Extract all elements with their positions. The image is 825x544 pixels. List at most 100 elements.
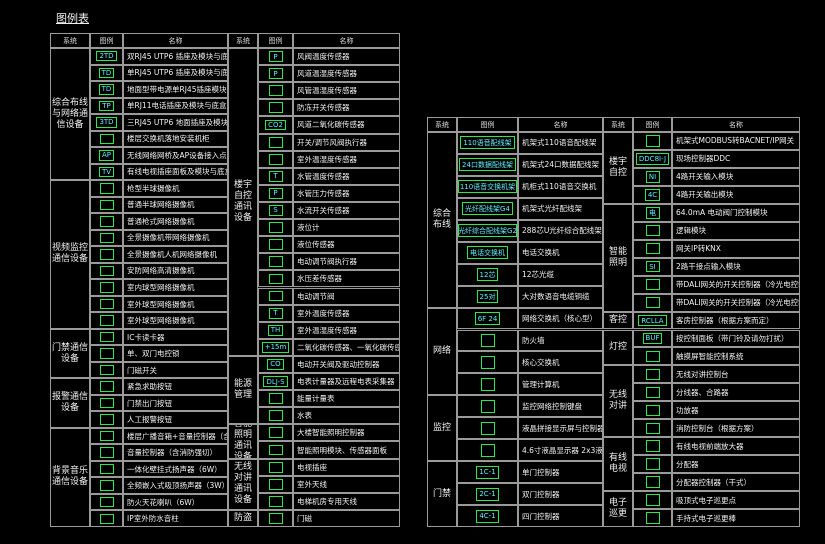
item-name: 水表 bbox=[293, 407, 400, 425]
legend-icon bbox=[268, 256, 283, 268]
legend-icon: T bbox=[268, 307, 283, 319]
legend-cell bbox=[457, 395, 518, 418]
legend-icon bbox=[480, 443, 495, 457]
legend-icon bbox=[645, 422, 660, 434]
system-cell: 门禁通信设备 bbox=[50, 328, 90, 379]
legend-cell bbox=[633, 401, 672, 420]
item-name: 室外天线 bbox=[293, 475, 400, 493]
legend-icon: BUF bbox=[642, 332, 663, 345]
legend-icon bbox=[268, 290, 283, 302]
item-name: 防冻开关传感器 bbox=[293, 99, 400, 117]
legend-cell: T bbox=[258, 304, 293, 322]
legend-icon bbox=[480, 355, 495, 369]
legend-icon bbox=[99, 331, 114, 343]
legend-icon: P bbox=[268, 51, 283, 62]
item-name: 电梯机房专用天线 bbox=[293, 492, 400, 510]
legend-icon: 6F 24 bbox=[474, 312, 501, 326]
item-name: 四门控制器 bbox=[518, 505, 603, 527]
legend-icon: SI bbox=[645, 260, 660, 273]
item-name: 288芯U光纤综合配线架 bbox=[518, 219, 603, 242]
legend-cell bbox=[90, 196, 123, 214]
item-name: 4路开关输出模块 bbox=[672, 185, 800, 204]
legend-cell bbox=[633, 419, 672, 438]
system-cell: 能源管理 bbox=[228, 355, 258, 425]
system-cell: 电子巡更 bbox=[603, 491, 633, 527]
legend-cell bbox=[258, 492, 293, 510]
item-name: 防火天花喇叭（6W） bbox=[123, 493, 228, 511]
legend-icon: 1C-1 bbox=[476, 465, 499, 479]
legend-cell: AP bbox=[90, 147, 123, 164]
legend-icon bbox=[645, 350, 660, 363]
legend-cell bbox=[258, 99, 293, 117]
system-cell: 灯控 bbox=[603, 329, 633, 366]
item-name: 监控网络控制键盘 bbox=[518, 395, 603, 418]
item-name: 水压差传感器 bbox=[293, 270, 400, 288]
legend-cell: BUF bbox=[633, 329, 672, 348]
legend-icon bbox=[268, 461, 283, 473]
legend-cell bbox=[90, 130, 123, 148]
header-cell: 名称 bbox=[518, 117, 603, 132]
legend-icon: RCLLA bbox=[638, 314, 667, 327]
system-cell: 门禁 bbox=[427, 461, 457, 527]
legend-cell bbox=[90, 394, 123, 412]
legend-icon bbox=[645, 368, 660, 381]
legend-cell bbox=[258, 509, 293, 527]
legend-icon bbox=[645, 458, 660, 470]
legend-cell: 2TD bbox=[90, 48, 123, 65]
legend-cell bbox=[633, 437, 672, 456]
item-name: 全频嵌入式吸顶扬声器（3W）（6W） bbox=[123, 477, 228, 494]
item-name: 安防网络高清摄像机 bbox=[123, 262, 228, 280]
legend-cell bbox=[258, 287, 293, 305]
item-name: 二氧化碳传感器、一氧化碳传感器 bbox=[293, 338, 400, 356]
legend-cell bbox=[633, 221, 672, 240]
legend-cell bbox=[258, 236, 293, 254]
header-cell: 系统 bbox=[228, 33, 258, 48]
item-name: 4.6寸液晶显示器 2x3液晶显示器 bbox=[518, 439, 603, 462]
legend-icon bbox=[268, 273, 283, 285]
item-name: 单RJ45 UTP6 插座及模块与底盒 bbox=[123, 64, 228, 82]
legend-icon bbox=[99, 364, 114, 376]
item-name: 按控制面板（带门铃及请勿打扰） bbox=[672, 329, 800, 348]
item-name: 全景摄像机带网络摄像机 bbox=[123, 229, 228, 247]
legend-cell bbox=[258, 253, 293, 271]
legend-icon bbox=[268, 102, 283, 114]
legend-icon bbox=[480, 377, 495, 391]
legend-cell bbox=[90, 460, 123, 478]
item-name: 一体化壁挂式扬声器（6W） bbox=[123, 460, 228, 478]
item-name: 液位传感器 bbox=[293, 236, 400, 254]
item-name: 分线器、合路器 bbox=[672, 383, 800, 402]
legend-cell bbox=[633, 239, 672, 258]
legend-icon bbox=[268, 136, 283, 148]
system-cell: 网络 bbox=[427, 307, 457, 396]
legend-icon bbox=[268, 410, 283, 422]
legend-cell bbox=[633, 275, 672, 294]
header-cell: 系统 bbox=[427, 117, 457, 132]
legend-cell bbox=[457, 351, 518, 374]
legend-icon bbox=[268, 153, 283, 165]
legend-cell bbox=[90, 328, 123, 346]
item-name: 有线电视前端放大器 bbox=[672, 437, 800, 456]
legend-cell bbox=[258, 475, 293, 493]
legend-icon bbox=[268, 427, 283, 439]
item-name: 有线电视插座面板及模块与底盒 bbox=[123, 163, 228, 181]
system-cell: 楼宇自控通讯设备 bbox=[228, 48, 258, 356]
item-name: 普通半球网络摄像机 bbox=[123, 196, 228, 214]
item-name: 电话交换机 bbox=[518, 241, 603, 264]
item-name: 无线网络网桥及AP设备接入点（吸顶安装） bbox=[123, 147, 228, 164]
item-name: 水管温度传感器 bbox=[293, 167, 400, 185]
legend-cell: 4C bbox=[633, 185, 672, 204]
legend-cell bbox=[457, 329, 518, 352]
legend-cell bbox=[457, 417, 518, 440]
legend-cell: TP bbox=[90, 97, 123, 115]
item-name: 单、双门电控锁 bbox=[123, 345, 228, 362]
item-name: 水管压力传感器 bbox=[293, 184, 400, 202]
legend-icon: 电话交换机 bbox=[467, 246, 508, 260]
legend-icon: DDC8I-J bbox=[635, 153, 670, 165]
item-name: 网络交换机（核心型） bbox=[518, 307, 603, 330]
legend-icon bbox=[645, 135, 660, 147]
legend-icon: 3TD bbox=[96, 117, 117, 128]
legend-icon bbox=[99, 381, 114, 392]
item-name: 室外球型网络摄像机 bbox=[123, 295, 228, 313]
legend-cell: 电话交换机 bbox=[457, 241, 518, 264]
legend-icon bbox=[268, 222, 283, 234]
